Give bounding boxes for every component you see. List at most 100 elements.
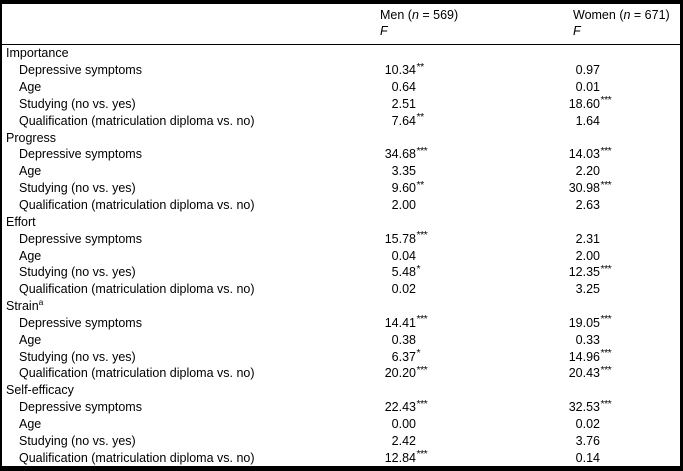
significance-stars: ** (416, 178, 425, 191)
women-f-value-cell: 0.01 (558, 79, 601, 96)
men-column-header: Men (n = 569) F (380, 7, 458, 39)
women-f-value-cell: 14.03 *** (558, 145, 612, 163)
f-value: 0.04 (391, 248, 416, 263)
f-value: 15.78 (384, 231, 416, 246)
men-f-value-cell: 2.51 (374, 96, 417, 113)
men-f-value-cell: 20.20 *** (374, 363, 428, 382)
f-value: 0.97 (575, 63, 600, 78)
row-label: Studying (no vs. yes) (19, 181, 136, 196)
table-row: Depressive symptoms 14.41 *** 19.05 *** (2, 313, 680, 332)
section-header-row-self-efficacy: Self-efficacy (2, 382, 680, 399)
f-value: 0.33 (575, 332, 600, 347)
table-header: Men (n = 569) F Women (n = 671) F (2, 4, 680, 45)
women-f-value-cell: 20.43 *** (558, 363, 612, 382)
significance-stars: *** (600, 178, 612, 191)
women-f-value-cell: 32.53 *** (558, 397, 612, 416)
women-f-value-cell: 1.64 (558, 112, 601, 129)
significance-stars: *** (600, 363, 612, 376)
table-row: Studying (no vs. yes) 2.51 18.60 *** (2, 94, 680, 113)
significance-stars: *** (600, 313, 612, 326)
women-f-value-cell: 0.97 (558, 62, 601, 79)
table-row: Depressive symptoms 15.78 *** 2.31 (2, 229, 680, 247)
men-f-value-cell: 0.04 (374, 247, 417, 264)
men-f-value-cell: 15.78 *** (374, 229, 428, 247)
section-label-strain: Straina (2, 297, 44, 314)
section-header-row-importance: Importance (2, 45, 680, 62)
men-f-value-cell: 10.34 ** (374, 61, 424, 79)
f-value: 5.48 (391, 265, 416, 280)
women-f-value-cell: 2.00 (558, 247, 601, 264)
f-value: 2.42 (391, 433, 416, 448)
men-f-value-cell: 2.42 (374, 432, 417, 449)
table-row: Studying (no vs. yes) 9.60 ** 30.98 *** (2, 178, 680, 197)
section-title: Self-efficacy (6, 383, 74, 398)
women-f-value-cell: 18.60 *** (558, 94, 612, 113)
men-stat-label: F (380, 24, 388, 38)
table-row: Depressive symptoms 10.34 ** 0.97 (2, 61, 680, 79)
row-label: Studying (no vs. yes) (19, 96, 136, 111)
women-f-value-cell: 14.96 *** (558, 347, 612, 365)
row-label: Studying (no vs. yes) (19, 349, 136, 364)
men-f-value-cell: 9.60 ** (374, 178, 425, 197)
section-title: Progress (6, 130, 57, 145)
significance-stars: *** (416, 144, 428, 157)
significance-stars: *** (416, 363, 428, 376)
table-row: Qualification (matriculation diploma vs.… (2, 363, 680, 382)
significance-stars: *** (600, 94, 612, 107)
row-label: Age (19, 416, 42, 431)
significance-stars: *** (600, 347, 612, 360)
men-f-value-cell: 2.00 (374, 197, 417, 214)
significance-stars: *** (416, 229, 428, 242)
men-group-label: Men (n = 569) (380, 8, 459, 22)
table-row: Studying (no vs. yes) 5.48 * 12.35 *** (2, 262, 680, 281)
row-label: Qualification (matriculation diploma vs.… (19, 198, 255, 213)
women-f-value-cell: 0.02 (558, 416, 601, 433)
significance-stars: *** (600, 397, 612, 410)
table-row: Age 0.38 0.33 (2, 331, 680, 348)
men-f-value-cell: 5.48 * (374, 263, 421, 281)
women-stat-label: F (573, 24, 581, 38)
footnote-marker: a (38, 297, 44, 308)
row-label: Age (19, 80, 42, 95)
f-value: 22.43 (384, 400, 416, 415)
f-value: 14.03 (568, 147, 600, 162)
f-value: 10.34 (384, 63, 416, 78)
men-f-value-cell: 0.64 (374, 79, 417, 96)
table-row: Qualification (matriculation diploma vs.… (2, 281, 680, 298)
f-value: 0.02 (391, 282, 416, 297)
f-value: 2.00 (391, 198, 416, 213)
f-value: 7.64 (391, 113, 416, 128)
women-column-header: Women (n = 671) F (573, 7, 670, 39)
men-f-value-cell: 22.43 *** (374, 398, 428, 416)
section-header-row-effort: Effort (2, 213, 680, 230)
f-value: 3.76 (575, 433, 600, 448)
f-value: 20.43 (568, 366, 600, 381)
men-f-value-cell: 12.84 *** (374, 448, 428, 466)
table-row: Age 3.35 2.20 (2, 163, 680, 180)
significance-stars: *** (600, 262, 612, 275)
section-title: Strain (6, 299, 39, 314)
women-f-value-cell: 3.25 (558, 281, 601, 298)
f-value: 14.96 (568, 349, 600, 364)
f-value: 3.35 (391, 164, 416, 179)
women-group-label: Women (n = 671) (573, 8, 670, 22)
f-value: 2.00 (575, 248, 600, 263)
f-value: 0.14 (575, 450, 600, 465)
table-body: Importance Depressive symptoms 10.34 ** 0.97… (2, 45, 680, 466)
women-f-value-cell: 30.98 *** (558, 178, 612, 197)
f-value: 34.68 (384, 147, 416, 162)
row-label: Age (19, 332, 42, 347)
f-value: 12.84 (384, 450, 416, 465)
f-value: 32.53 (568, 400, 600, 415)
row-label: Depressive symptoms (19, 63, 142, 78)
women-f-value-cell: 19.05 *** (558, 313, 612, 332)
table-row: Depressive symptoms 34.68 *** 14.03 *** (2, 144, 680, 163)
row-label: Qualification (matriculation diploma vs.… (19, 282, 255, 297)
f-value: 2.31 (575, 231, 600, 246)
women-f-value-cell: 12.35 *** (558, 262, 612, 281)
table-row: Age 0.04 2.00 (2, 247, 680, 264)
women-f-value-cell: 0.14 (558, 449, 601, 466)
f-value: 2.63 (575, 198, 600, 213)
men-f-value-cell: 34.68 *** (374, 144, 428, 163)
f-value: 30.98 (568, 181, 600, 196)
